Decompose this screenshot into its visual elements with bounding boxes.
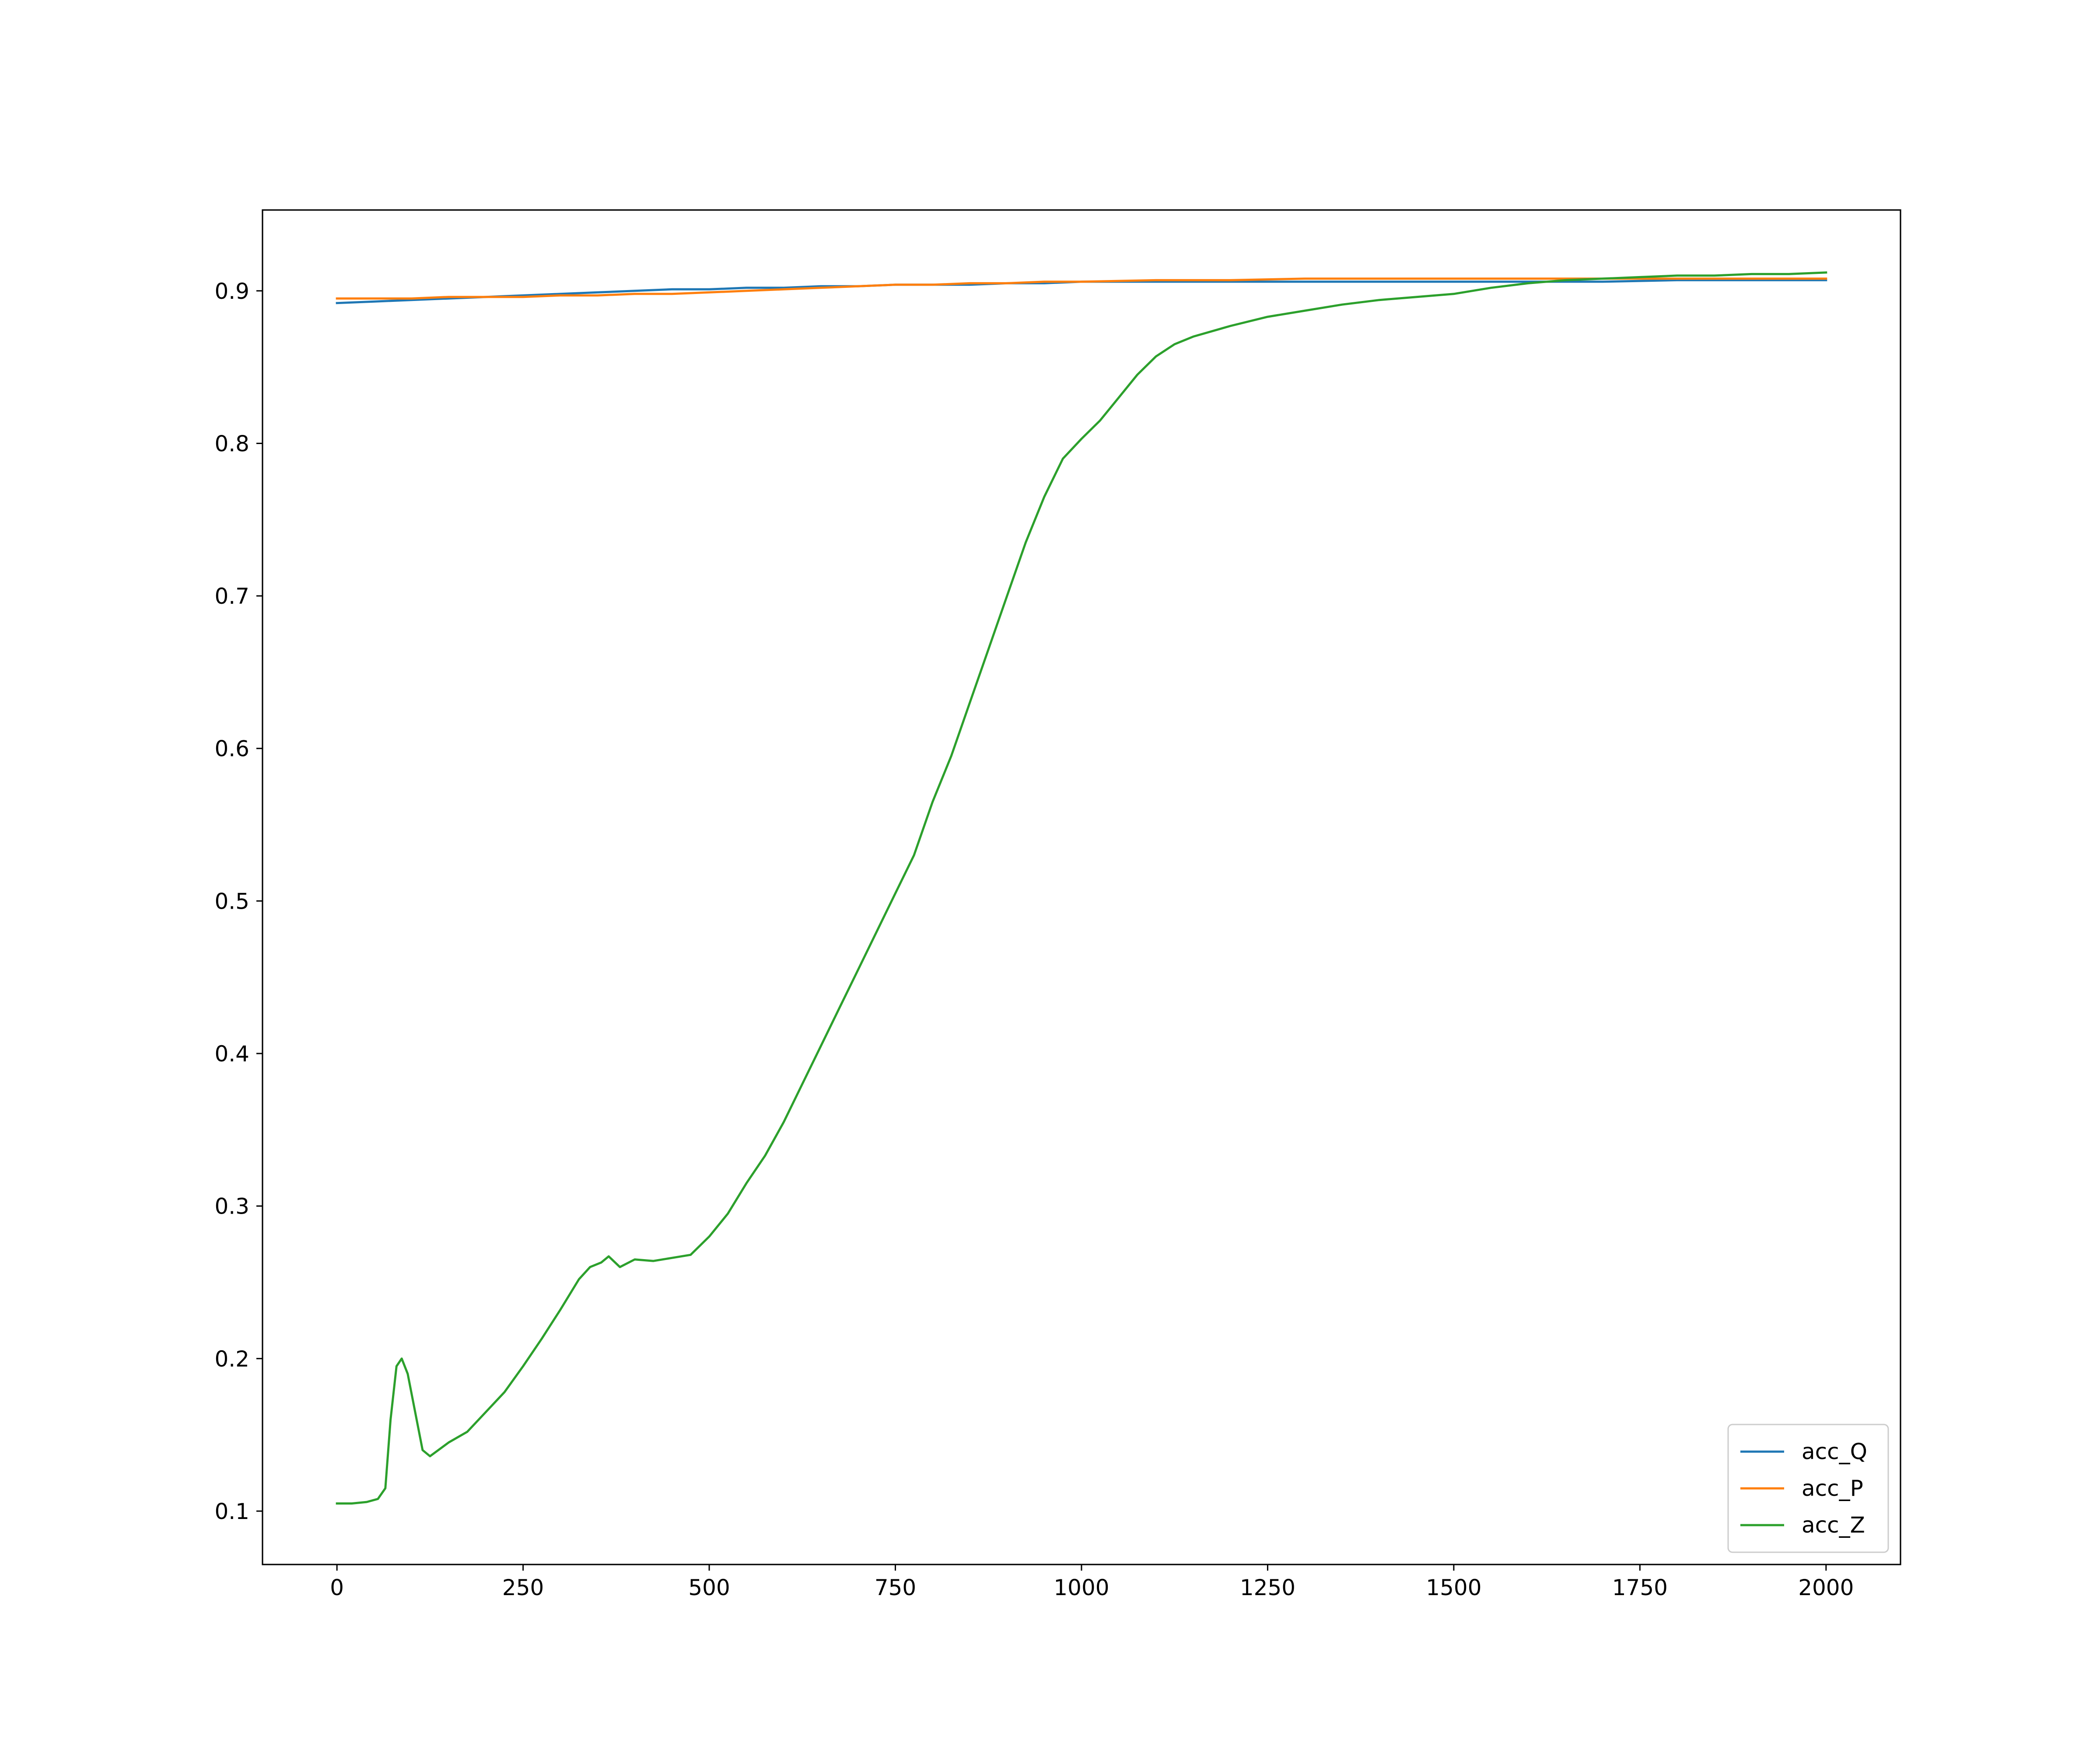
y-tick-label: 0.7 xyxy=(214,584,249,609)
y-tick-label: 0.2 xyxy=(214,1346,249,1372)
legend: acc_Q acc_P acc_Z xyxy=(1727,1424,1889,1553)
x-tick-label: 0 xyxy=(330,1575,344,1600)
x-tick-label: 1750 xyxy=(1612,1575,1668,1600)
x-tick-label: 1250 xyxy=(1240,1575,1295,1600)
series-layer xyxy=(336,271,1827,1505)
y-axis: 0.1 0.2 0.3 0.4 0.5 0.6 0.7 0.8 0.9 xyxy=(214,279,262,1524)
y-tick-label: 0.8 xyxy=(214,431,249,456)
series-line-acc-z xyxy=(336,271,1827,1505)
x-tick-label: 500 xyxy=(688,1575,730,1600)
legend-box xyxy=(1727,1424,1889,1553)
x-tick-label: 2000 xyxy=(1798,1575,1854,1600)
x-tick-label: 1000 xyxy=(1054,1575,1109,1600)
y-tick-label: 0.4 xyxy=(214,1041,249,1067)
x-tick-label: 1500 xyxy=(1426,1575,1481,1600)
y-tick-label: 0.1 xyxy=(214,1499,249,1524)
plot-area xyxy=(262,209,1901,1565)
legend-label: acc_Q xyxy=(1802,1439,1867,1464)
legend-label: acc_Z xyxy=(1802,1512,1865,1538)
y-tick-label: 0.5 xyxy=(214,889,249,914)
y-tick-label: 0.9 xyxy=(214,279,249,304)
x-tick-label: 750 xyxy=(875,1575,916,1600)
series-line-acc-p xyxy=(336,277,1827,300)
x-axis: 0 250 500 750 1000 1250 1500 1750 2000 xyxy=(330,1564,1854,1600)
legend-label: acc_P xyxy=(1802,1476,1863,1501)
y-tick-label: 0.3 xyxy=(214,1194,249,1219)
y-tick-label: 0.6 xyxy=(214,736,249,762)
x-tick-label: 250 xyxy=(502,1575,544,1600)
